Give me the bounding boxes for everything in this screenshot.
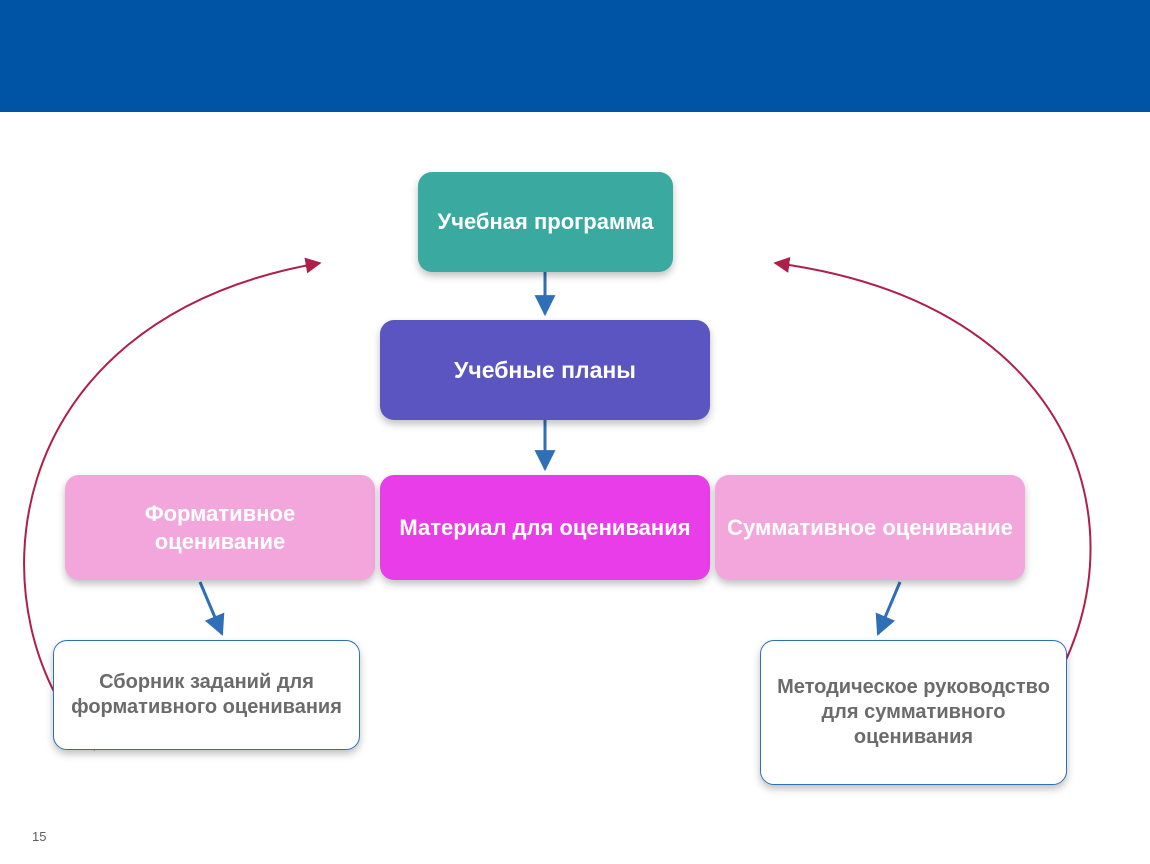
node-n4: Материал для оценивания (380, 475, 710, 580)
node-n6: Сборник заданий для формативного оценива… (53, 640, 360, 750)
node-n3: Формативное оценивание (65, 475, 375, 580)
node-label: Методическое руководство для суммативног… (773, 675, 1054, 750)
node-n1: Учебная программа (418, 172, 673, 272)
node-label: Учебные планы (454, 356, 636, 385)
nodes-layer: Учебная программа Учебные планы Формативно… (0, 0, 1150, 864)
node-label: Материал для оценивания (399, 514, 690, 542)
node-label: Сборник заданий для формативного оценива… (66, 670, 347, 720)
node-label: Учебная программа (438, 208, 654, 236)
node-n2: Учебные планы (380, 320, 710, 420)
page-number: 15 (32, 829, 46, 844)
node-n7: Методическое руководство для суммативног… (760, 640, 1067, 785)
node-n5: Суммативное оценивание (715, 475, 1025, 580)
node-label: Формативное оценивание (77, 500, 363, 555)
node-label: Суммативное оценивание (727, 514, 1013, 542)
